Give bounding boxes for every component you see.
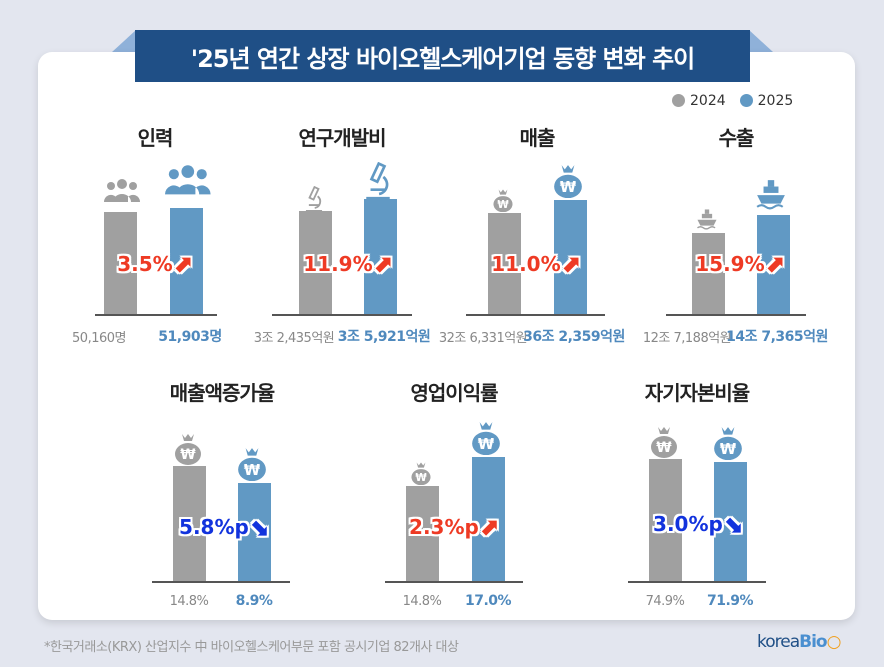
baseline xyxy=(95,314,217,316)
ship-icon xyxy=(696,208,718,234)
value-2024: 12조 7,188억원 xyxy=(642,331,732,346)
bar-2025 xyxy=(472,457,505,581)
money-bag-icon: ₩ xyxy=(173,432,203,469)
svg-text:₩: ₩ xyxy=(415,471,427,483)
change-label: 15.9% ⬈ xyxy=(695,250,785,278)
bar-2025 xyxy=(714,462,747,581)
legend-item-2025: 2025 xyxy=(739,93,793,109)
value-2024: 14.8% xyxy=(402,594,442,609)
legend-item-2024: 2024 xyxy=(672,93,726,109)
value-2024: 14.8% xyxy=(169,594,209,609)
bar-2025 xyxy=(170,208,203,314)
money-bag-icon: ₩ xyxy=(649,425,679,462)
korea-bio-logo: koreaBio○ xyxy=(757,632,841,652)
value-2025: 3조 5,921억원 xyxy=(337,329,431,345)
chart-title: 매출액증가율 xyxy=(169,381,275,405)
chart-title: 자기자본비율 xyxy=(644,381,750,405)
value-2024: 50,160명 xyxy=(72,331,126,346)
page-title: '25년 연간 상장 바이오헬스케어기업 동향 변화 추이 xyxy=(135,30,750,82)
baseline xyxy=(152,581,290,583)
baseline xyxy=(272,314,412,316)
value-2025: 17.0% xyxy=(464,593,512,609)
value-2025: 14조 7,365억원 xyxy=(726,329,828,345)
money-bag-icon: ₩ xyxy=(470,420,502,459)
value-2025: 8.9% xyxy=(235,593,273,609)
arrow-up-icon: ⬈ xyxy=(560,250,581,278)
change-label: 3.0%p ⬊ xyxy=(653,510,743,538)
microscope-icon xyxy=(303,185,325,216)
svg-text:₩: ₩ xyxy=(244,461,261,479)
svg-text:₩: ₩ xyxy=(656,440,672,456)
money-bag-icon: ₩ xyxy=(492,188,514,216)
change-label: 3.5% ⬈ xyxy=(117,250,193,278)
baseline xyxy=(666,314,806,316)
value-2024: 3조 2,435억원 xyxy=(253,331,335,346)
arrow-down-icon: ⬊ xyxy=(722,510,743,538)
svg-text:₩: ₩ xyxy=(560,178,577,196)
baseline xyxy=(466,314,605,316)
change-label: 2.3%p ⬈ xyxy=(409,513,499,541)
arrow-up-icon: ⬈ xyxy=(172,250,193,278)
people-icon xyxy=(103,178,140,206)
svg-text:₩: ₩ xyxy=(720,440,737,458)
people-icon xyxy=(165,164,211,198)
baseline xyxy=(385,581,523,583)
banner-wing-left xyxy=(112,30,136,52)
value-2025: 51,903명 xyxy=(158,329,222,345)
bar-2024 xyxy=(173,466,206,581)
bar-2024 xyxy=(406,486,439,581)
bar-2025 xyxy=(554,200,587,314)
change-label: 11.0% ⬈ xyxy=(491,250,581,278)
footnote: *한국거래소(KRX) 산업지수 中 바이오헬스케어부문 포함 공시기업 82개… xyxy=(44,640,459,655)
bar-2024 xyxy=(692,233,725,314)
bar-2025 xyxy=(364,199,397,314)
chart-title: 인력 xyxy=(137,126,174,150)
arrow-down-icon: ⬊ xyxy=(248,513,269,541)
value-2025: 71.9% xyxy=(706,593,754,609)
value-2025: 36조 2,359억원 xyxy=(523,329,625,345)
change-label: 11.9% ⬈ xyxy=(303,250,393,278)
chart-title: 매출 xyxy=(519,126,556,150)
chart-title: 연구개발비 xyxy=(298,126,387,150)
money-bag-icon: ₩ xyxy=(410,461,432,489)
money-bag-icon: ₩ xyxy=(712,425,744,464)
value-2024: 32조 6,331억원 xyxy=(438,331,528,346)
chart-title: 영업이익률 xyxy=(410,381,499,405)
bar-2024 xyxy=(104,212,137,314)
ship-icon xyxy=(755,178,787,214)
value-2024: 74.9% xyxy=(645,594,685,609)
baseline xyxy=(628,581,766,583)
arrow-up-icon: ⬈ xyxy=(372,250,393,278)
bar-2024 xyxy=(299,211,332,314)
svg-text:₩: ₩ xyxy=(478,435,495,453)
money-bag-icon: ₩ xyxy=(236,446,268,485)
microscope-icon xyxy=(362,161,394,204)
banner-wing-right xyxy=(749,30,773,52)
legend: 2024 2025 xyxy=(672,93,793,109)
bar-2025 xyxy=(238,483,271,581)
arrow-up-icon: ⬈ xyxy=(764,250,785,278)
bar-2024 xyxy=(649,459,682,581)
chart-title: 수출 xyxy=(718,126,755,150)
change-label: 5.8%p ⬊ xyxy=(179,513,269,541)
svg-text:₩: ₩ xyxy=(497,198,509,210)
money-bag-icon: ₩ xyxy=(552,163,584,202)
svg-text:₩: ₩ xyxy=(180,447,196,463)
bar-2024 xyxy=(488,213,521,314)
bar-2025 xyxy=(757,215,790,314)
arrow-up-icon: ⬈ xyxy=(478,513,499,541)
